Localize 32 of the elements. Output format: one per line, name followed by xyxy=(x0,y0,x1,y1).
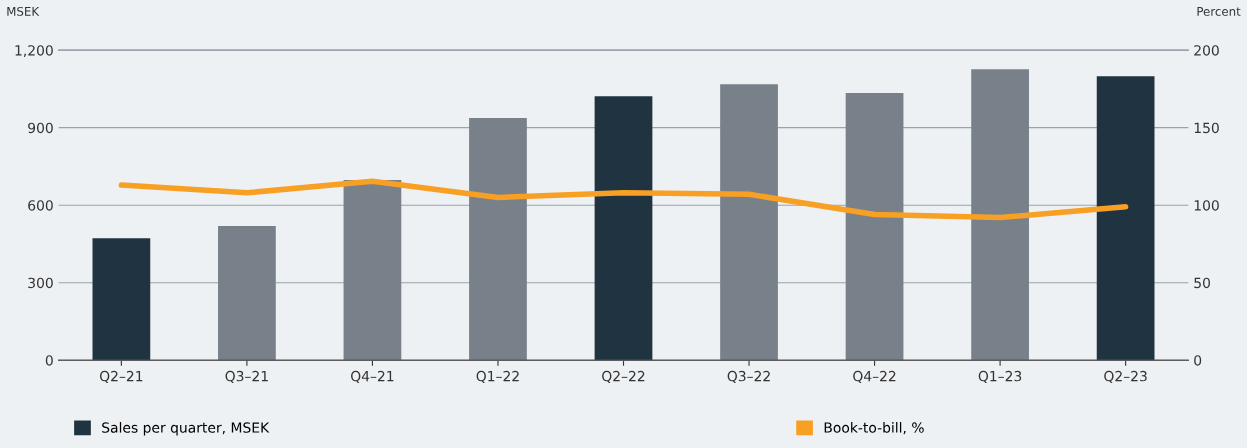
x-tick-label: Q2–21 xyxy=(99,370,143,383)
bar xyxy=(594,96,653,361)
bar xyxy=(343,180,402,361)
x-tick-label: Q1–23 xyxy=(978,370,1022,383)
x-tick-label: Q2–22 xyxy=(602,370,645,383)
y2-tick-label: 100 xyxy=(1194,200,1219,211)
legend-label: Book-to-bill, % xyxy=(824,422,924,435)
x-tick-label: Q3–22 xyxy=(727,370,770,383)
legend-label: Sales per quarter, MSEK xyxy=(102,422,270,436)
bar xyxy=(218,226,276,361)
y2-tick-label: 200 xyxy=(1194,45,1219,56)
y-tick-label: 0 xyxy=(45,355,53,366)
x-tick-label: Q3–21 xyxy=(225,370,268,383)
y-tick-label: 1,200 xyxy=(15,45,53,58)
bar xyxy=(1096,76,1155,361)
y-tick-label: 300 xyxy=(28,277,53,289)
x-tick-label: Q4–21 xyxy=(351,370,394,383)
bar xyxy=(469,118,527,361)
x-tick-label: Q1–22 xyxy=(476,370,519,383)
y-tick-label: 900 xyxy=(28,122,53,134)
x-tick-label: Q4–22 xyxy=(853,370,896,383)
bar xyxy=(845,93,904,361)
y2-tick-label: 150 xyxy=(1194,122,1219,134)
y2-axis-title: Percent xyxy=(1197,7,1241,16)
y-tick-label: 600 xyxy=(28,200,53,211)
y-axis-title: MSEK xyxy=(7,6,40,16)
y2-tick-label: 50 xyxy=(1194,277,1210,289)
y2-tick-label: 0 xyxy=(1194,355,1202,366)
bar xyxy=(971,69,1029,361)
bar xyxy=(92,238,151,361)
bar xyxy=(720,84,778,361)
x-tick-label: Q2–23 xyxy=(1104,370,1147,383)
